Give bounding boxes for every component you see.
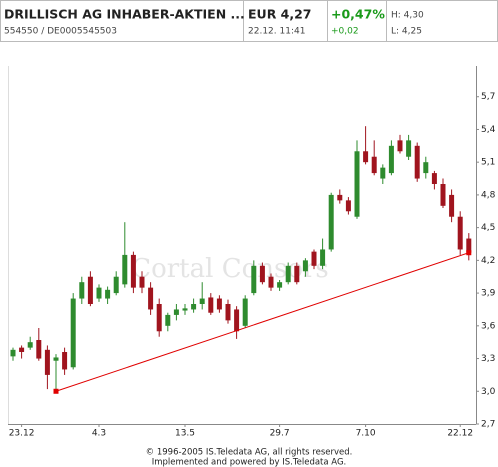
candle-body (285, 265, 291, 283)
footer-copyright: © 1996-2005 IS.Teledata AG, all rights r… (146, 448, 353, 458)
candle-body (466, 238, 472, 253)
candle-body (62, 352, 68, 370)
candle-body (457, 216, 463, 250)
y-tick-label: 3,0 (481, 387, 496, 397)
candle-body (139, 276, 145, 288)
price: EUR 4,27 (248, 7, 312, 22)
candle-body (156, 304, 162, 332)
change-pct: +0,47% (331, 7, 385, 22)
candle-body (10, 349, 16, 357)
candle-body (337, 194, 343, 201)
candle-body (105, 289, 111, 299)
header-box (0, 0, 498, 42)
trend-point (53, 388, 59, 394)
candle-body (354, 151, 360, 217)
candle-body (53, 357, 59, 361)
candle-body (70, 298, 76, 368)
candle-body (423, 162, 429, 174)
candle-body (87, 276, 93, 304)
x-tick-label: 4.3 (92, 429, 106, 439)
candle-body (320, 249, 326, 266)
stock-name: DRILLISCH AG INHABER-AKTIEN ... (4, 7, 245, 22)
candle-body (388, 145, 394, 174)
candle-body (130, 254, 136, 288)
candle-body (113, 276, 119, 294)
candle-body (19, 347, 25, 352)
candle-body (259, 265, 265, 283)
x-tick-label: 29.7 (270, 429, 290, 439)
time: 22.12. 11:41 (248, 27, 305, 37)
candle-body (208, 297, 214, 313)
candle-body (182, 308, 188, 311)
x-tick-label: 13.5 (175, 429, 195, 439)
y-tick-label: 4,5 (481, 223, 495, 233)
day-high: H: 4,30 (391, 11, 424, 21)
candle-body (380, 167, 386, 179)
candle-body (363, 151, 369, 163)
footer-powered: Implemented and powered by IS.Teledata A… (152, 458, 347, 467)
stock-ids: 554550 / DE0005545503 (4, 27, 117, 37)
candle-body (431, 173, 437, 184)
candle-body (96, 287, 102, 299)
y-tick-label: 5,4 (481, 125, 496, 135)
y-tick-label: 2,7 (481, 420, 495, 430)
candle-body (268, 276, 274, 288)
change: +0,02 (331, 27, 359, 37)
y-tick-label: 4,8 (481, 190, 496, 200)
y-tick-label: 3,6 (481, 321, 496, 331)
y-tick-label: 4,2 (481, 256, 495, 266)
candle-body (225, 304, 231, 321)
candle-body (27, 342, 33, 348)
candle-body (397, 140, 403, 152)
candle-body (440, 184, 446, 206)
candle-body (79, 282, 85, 299)
candle-body (277, 282, 283, 288)
x-tick-label: 23.12 (9, 429, 35, 439)
candle-body (414, 145, 420, 179)
y-tick-label: 3,9 (481, 289, 496, 299)
candle-body (44, 349, 50, 375)
trend-point (466, 250, 472, 256)
y-tick-label: 3,3 (481, 354, 495, 364)
candle-body (371, 156, 377, 174)
candle-body (173, 309, 179, 315)
candle-body (122, 254, 128, 285)
candle-body (251, 265, 257, 294)
candle-body (242, 298, 248, 326)
candle-body (234, 309, 240, 332)
x-tick-label: 7.10 (356, 429, 376, 439)
candle-body (328, 194, 334, 250)
candle-body (345, 200, 351, 212)
y-tick-label: 5,7 (481, 92, 495, 102)
candle-body (449, 194, 455, 217)
y-tick-label: 5,1 (481, 158, 495, 168)
candle-body (36, 340, 42, 359)
candle-body (191, 304, 197, 310)
trendline (55, 252, 469, 392)
candle-body (302, 260, 308, 272)
candle-body (199, 298, 205, 304)
candle-body (148, 287, 154, 310)
candle-body (406, 140, 412, 157)
candle-body (165, 314, 171, 326)
candle-body (216, 298, 222, 310)
candle-body (311, 251, 317, 266)
candle-body (294, 265, 300, 283)
day-low: L: 4,25 (391, 27, 422, 37)
x-tick-label: 22.12 (447, 429, 473, 439)
